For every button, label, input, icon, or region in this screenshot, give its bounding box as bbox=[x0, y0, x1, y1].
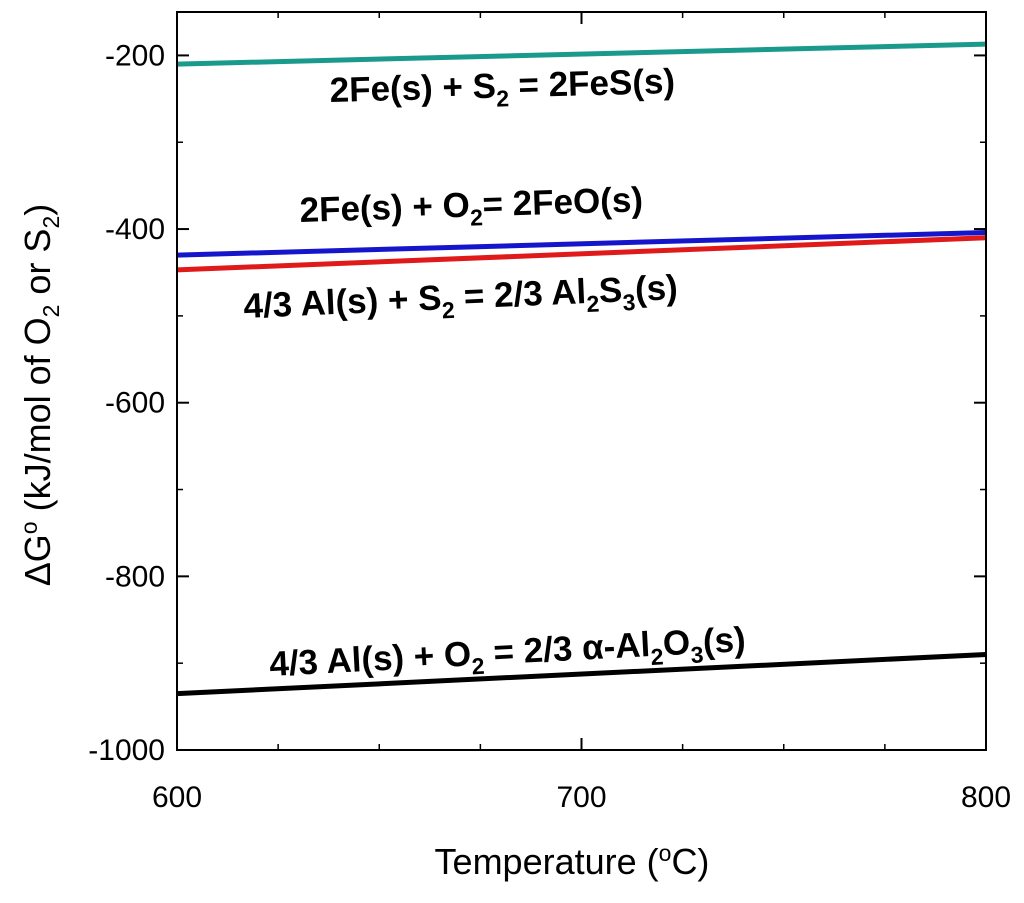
tick-labels: 600 700 800 -200 -400 -600 -800 -1000 bbox=[88, 39, 1011, 814]
y-tick-label: -400 bbox=[105, 213, 165, 246]
y-tick-label: -600 bbox=[105, 387, 165, 420]
y-tick-label: -800 bbox=[105, 560, 165, 593]
x-tick-label: 800 bbox=[961, 781, 1011, 814]
y-tick-label: -1000 bbox=[88, 734, 165, 767]
series-line-4 bbox=[176, 652, 987, 697]
series-line-2 bbox=[176, 230, 987, 258]
series-label-2: 2Fe(s) + O2= 2FeO(s) bbox=[299, 180, 644, 236]
series-label-4: 4/3 Al(s) + O2 = 2/3 α-Al2O3(s) bbox=[268, 620, 747, 690]
series-label-1: 2Fe(s) + S2 = 2FeS(s) bbox=[329, 62, 676, 116]
series-line-1 bbox=[176, 41, 987, 67]
series-line-3 bbox=[176, 235, 987, 273]
series-labels: 2Fe(s) + S2 = 2FeS(s) 2Fe(s) + O2= 2FeO(s… bbox=[243, 62, 747, 690]
y-tick-label: -200 bbox=[105, 39, 165, 72]
series-label-3: 4/3 Al(s) + S2 = 2/3 Al2S3(s) bbox=[243, 268, 679, 332]
x-tick-label: 700 bbox=[556, 781, 606, 814]
x-axis-title: Temperature (oC) bbox=[435, 840, 710, 882]
x-tick-label: 600 bbox=[152, 781, 202, 814]
series-lines bbox=[176, 41, 987, 697]
y-axis-title: ΔGo (kJ/mol of O2 or S2) bbox=[16, 204, 64, 587]
plot-frame bbox=[176, 11, 987, 751]
